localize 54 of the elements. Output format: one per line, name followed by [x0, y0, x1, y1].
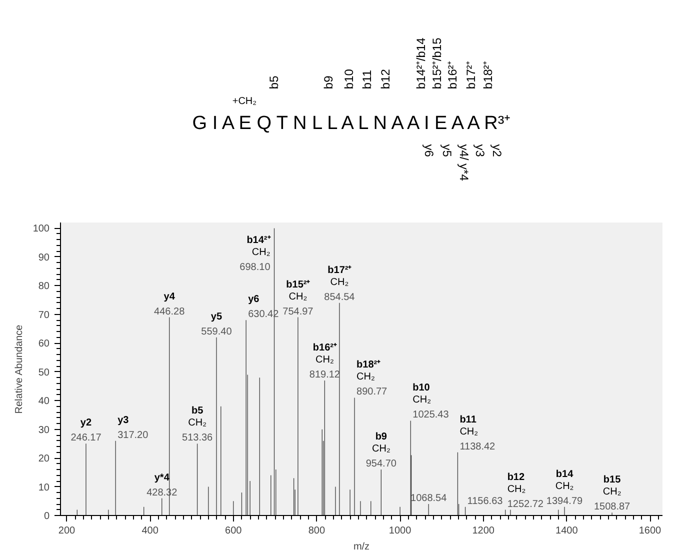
y-axis-title: Relative Abundance: [14, 324, 25, 414]
y-tick-label: 80: [38, 281, 50, 292]
text: y4/ y*4: [456, 144, 471, 182]
annotation: b11 CH₂ 1138.42: [460, 414, 496, 452]
y-tick-label: 90: [38, 252, 50, 264]
x-tick-label: 1200: [472, 526, 495, 536]
annotation: b14 CH₂ 1394.79: [546, 468, 584, 507]
x-tick-label: 1000: [388, 526, 412, 536]
y-tick-label: 40: [38, 396, 50, 408]
x-tick-label: 1400: [556, 526, 578, 536]
annotation: b5 CH₂ 513.36: [182, 406, 214, 444]
text: b14²⁺/b14: [414, 37, 428, 90]
annotation: b15 CH₂ 1508.87: [594, 474, 631, 513]
y-tick-label: 70: [38, 310, 50, 321]
text: b18²⁺: [480, 61, 495, 90]
x-tick-label: 1600: [638, 526, 662, 536]
y-tick-label: 60: [38, 338, 50, 350]
annotation: 1156.63: [467, 496, 504, 507]
text: b12: [378, 68, 393, 90]
x-tick-label: 600: [225, 526, 242, 536]
annotation: b15²⁺ CH₂ 754.97: [282, 279, 314, 318]
text: b17²⁺: [464, 61, 478, 90]
text: b15²⁺/b15: [430, 37, 444, 90]
y-tick-label: 30: [38, 424, 50, 436]
text: G I A E Q T N L L A L N A A I E A A R³⁺: [192, 112, 510, 134]
x-axis-title: m/z: [353, 542, 370, 552]
y-tick-label: 0: [44, 511, 50, 522]
annotation: y5 559.40: [201, 311, 232, 338]
annotation: b10 CH₂ 1025.43: [412, 382, 450, 421]
annotation: b12 CH₂ 1252.72: [507, 472, 544, 510]
text: b16²⁺: [445, 61, 460, 90]
text: y5: [440, 144, 454, 158]
annotation: y2 246.17: [70, 418, 102, 444]
text: b10: [342, 68, 356, 90]
annotation: b18²⁺ CH₂ 890.77: [356, 360, 388, 398]
x-tick-label: 800: [308, 526, 326, 536]
annotation: y3 317.20: [118, 414, 149, 441]
text: b11: [360, 70, 374, 90]
annotation: b17²⁺ CH₂ 854.54: [324, 264, 356, 303]
x-tick-label: 400: [142, 526, 159, 536]
text: y2: [490, 144, 504, 158]
y-tick-label: 10: [38, 482, 50, 494]
y-tick-label: 100: [32, 224, 50, 235]
text: y3: [472, 144, 487, 158]
text: b9: [322, 75, 336, 90]
text: +CH₂: [232, 96, 257, 107]
text: y6: [422, 144, 436, 158]
y-tick-label: 20: [38, 454, 50, 465]
annotation: y4 446.28: [154, 291, 186, 318]
y-tick-label: 50: [38, 367, 50, 378]
annotation: b9 CH₂ 954.70: [366, 432, 397, 470]
annotation: b14²⁺ CH₂ 698.10: [240, 235, 272, 274]
text: b5: [267, 75, 282, 90]
x-tick-label: 200: [58, 526, 76, 536]
